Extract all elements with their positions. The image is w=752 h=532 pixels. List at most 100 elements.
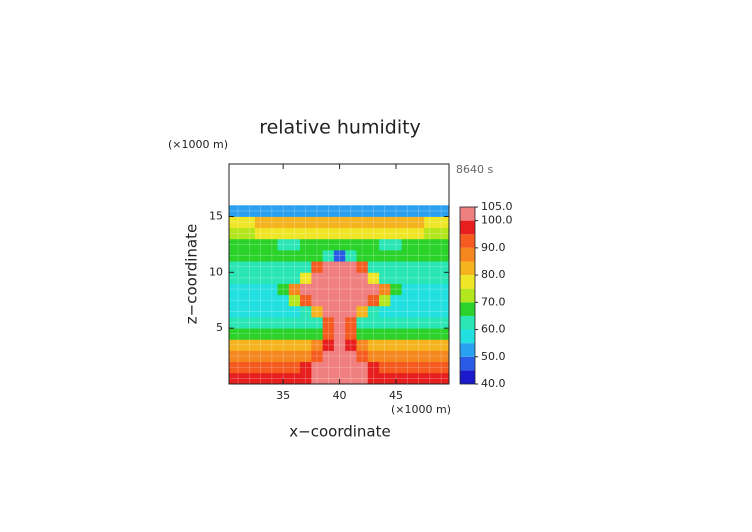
cell xyxy=(356,372,369,384)
cell xyxy=(345,272,357,284)
cell xyxy=(435,272,449,284)
colorbar-segment xyxy=(460,207,475,221)
cell xyxy=(356,339,369,351)
cell xyxy=(229,283,245,296)
plot-frame xyxy=(228,163,450,385)
cell xyxy=(390,227,403,240)
cell xyxy=(288,361,301,374)
cell xyxy=(333,316,346,329)
cell xyxy=(379,227,391,240)
cell xyxy=(311,316,324,329)
cell xyxy=(401,294,414,307)
cell xyxy=(345,261,357,273)
cell xyxy=(412,227,425,240)
cell xyxy=(311,227,324,240)
cell xyxy=(266,305,278,318)
cell xyxy=(412,283,425,296)
colorbar-segment xyxy=(460,261,475,276)
cell xyxy=(367,227,380,240)
cell xyxy=(424,361,436,374)
cell xyxy=(367,238,380,251)
cell xyxy=(322,361,335,374)
cell xyxy=(229,361,245,374)
colorbar-segment xyxy=(460,247,475,262)
cell xyxy=(229,339,245,351)
cell xyxy=(356,305,369,318)
cell xyxy=(311,205,324,217)
colorbar-segment xyxy=(460,234,475,248)
cell xyxy=(266,249,278,262)
cell xyxy=(266,205,278,217)
x-unit: (×1000 m) xyxy=(391,403,451,416)
cell xyxy=(311,305,324,318)
cell xyxy=(435,316,449,329)
cell xyxy=(390,305,403,318)
cell xyxy=(300,328,312,340)
cell xyxy=(266,227,278,240)
cell xyxy=(229,305,245,318)
cell xyxy=(412,261,425,273)
cell xyxy=(288,238,301,251)
cell xyxy=(243,205,256,217)
cell xyxy=(243,316,256,329)
cell xyxy=(424,350,436,363)
cell xyxy=(367,249,380,262)
cell xyxy=(300,216,312,229)
cell xyxy=(379,328,391,340)
cell xyxy=(379,261,391,273)
cell xyxy=(390,294,403,307)
cell xyxy=(367,316,380,329)
cell xyxy=(322,272,335,284)
cell xyxy=(311,261,324,273)
cell xyxy=(367,205,380,217)
cell xyxy=(300,205,312,217)
cell xyxy=(300,294,312,307)
cell xyxy=(424,205,436,217)
cell xyxy=(390,238,403,251)
y-tick-label: 15 xyxy=(209,209,223,222)
cell xyxy=(424,249,436,262)
cell xyxy=(356,216,369,229)
cell xyxy=(266,350,278,363)
cell xyxy=(401,305,414,318)
cell xyxy=(254,238,267,251)
cell xyxy=(390,339,403,351)
y-tick-label: 5 xyxy=(216,321,223,334)
cell xyxy=(243,350,256,363)
cell xyxy=(300,227,312,240)
cell xyxy=(288,227,301,240)
cell xyxy=(435,372,449,384)
cell xyxy=(356,205,369,217)
cell xyxy=(401,283,414,296)
cell xyxy=(311,361,324,374)
cell xyxy=(333,339,346,351)
cell xyxy=(333,361,346,374)
cell xyxy=(333,272,346,284)
cell xyxy=(300,350,312,363)
cell xyxy=(229,372,245,384)
cell xyxy=(266,216,278,229)
cell xyxy=(356,316,369,329)
cell xyxy=(356,294,369,307)
cell xyxy=(311,339,324,351)
cell xyxy=(390,261,403,273)
cell xyxy=(288,216,301,229)
cell xyxy=(390,205,403,217)
cell xyxy=(390,316,403,329)
cell xyxy=(243,238,256,251)
cell xyxy=(435,361,449,374)
cell xyxy=(333,227,346,240)
cell xyxy=(300,249,312,262)
cell xyxy=(435,216,449,229)
cell xyxy=(412,316,425,329)
cell xyxy=(266,283,278,296)
cell xyxy=(379,372,391,384)
cell xyxy=(322,328,335,340)
cell xyxy=(390,272,403,284)
time-label: 8640 s xyxy=(456,163,493,176)
cell xyxy=(345,205,357,217)
cell xyxy=(288,205,301,217)
cell xyxy=(266,238,278,251)
cell xyxy=(266,361,278,374)
cell xyxy=(424,227,436,240)
